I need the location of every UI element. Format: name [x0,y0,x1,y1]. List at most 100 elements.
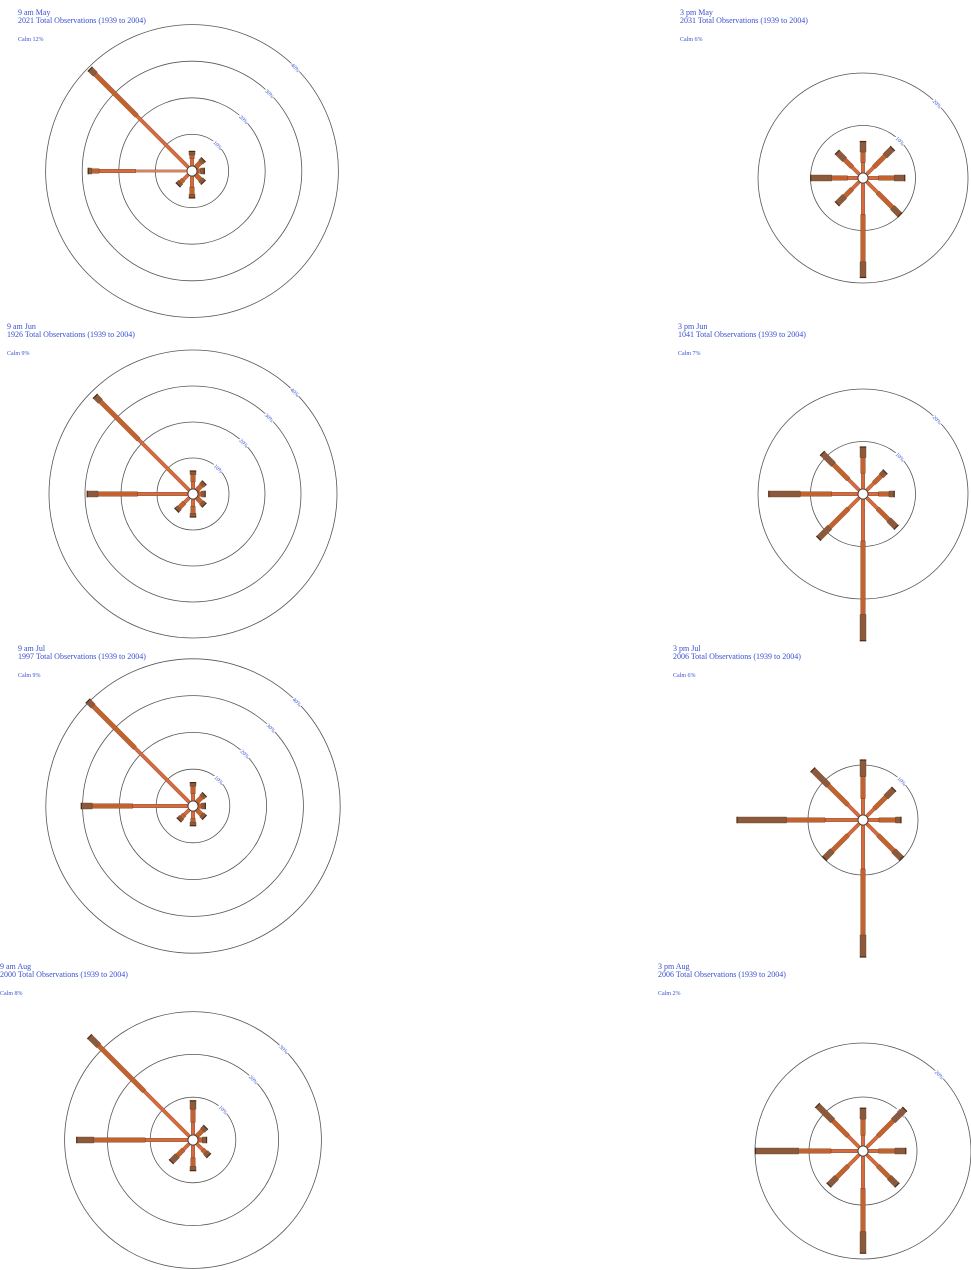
chart-title-line1: 3 pm Jun [678,322,708,331]
ring-circle [64,1011,322,1269]
chart-title: 3 pm Aug 2006 Total Observations (1939 to… [658,963,786,979]
spoke-cap [200,179,207,186]
chart-title: 3 pm Jun 1041 Total Observations (1939 to… [678,323,806,339]
chart-title-line2: 2000 Total Observations (1939 to 2004) [0,970,128,979]
spoke-segment [876,1164,892,1180]
spoke-segment [830,1149,859,1153]
chart-title-line1: 3 pm May [680,8,713,17]
spoke-cap [92,393,99,400]
spoke-segment [798,1148,832,1154]
chart-title-line2: 1997 Total Observations (1939 to 2004) [18,652,146,661]
ring-label-bg [287,388,302,397]
chart-title: 9 am Jul 1997 Total Observations (1939 to… [18,645,146,661]
spoke-cap [894,1182,900,1188]
ring-label-bg [930,415,945,424]
chart-title: 9 am Jun 1926 Total Observations (1939 to… [7,323,135,339]
chart-title-line2: 1041 Total Observations (1939 to 2004) [678,330,806,339]
spoke-segment [846,1153,861,1168]
ring-label: 20% [239,749,251,761]
ring-label-bg [238,749,253,758]
spoke-cap [810,767,816,773]
ring-label: 40% [288,387,300,399]
spoke-segment [859,1107,867,1120]
calm-label: Calm 6% [673,673,696,679]
ring-label: 10% [217,1105,229,1117]
spoke-cap [898,855,905,862]
ring-label-bg [288,63,303,72]
ring-label-bg [893,452,908,461]
chart-title: 9 am Aug 2000 Total Observations (1939 to… [0,963,128,979]
ring-label: 30% [265,723,277,735]
spoke-cap [87,66,93,72]
spoke-segment [861,1155,865,1189]
spoke-cap [834,149,840,155]
chart-title-line2: 2021 Total Observations (1939 to 2004) [18,16,146,25]
spoke-segment [861,1134,865,1147]
ring-label: 30% [277,1044,289,1056]
ring-label: 20% [933,1070,945,1082]
calm-circle [857,814,869,826]
ring-label: 30% [263,413,275,425]
spoke-cap [834,201,840,207]
spoke-segment [865,1134,880,1149]
calm-label: Calm 9% [7,351,30,357]
calm-circle [857,1145,869,1157]
chart-title-line1: 9 am May [18,8,51,17]
spoke-cap [819,450,826,457]
ring-label: 10% [211,140,223,152]
ring-label-bg [264,723,279,732]
chart-title: 9 am May 2021 Total Observations (1939 to… [18,9,146,25]
spoke-cap [202,1124,209,1131]
ring-label: 10% [213,775,225,787]
ring-circle [45,658,341,954]
chart-title-line2: 1926 Total Observations (1939 to 2004) [7,330,135,339]
ring-label: 20% [247,1074,259,1086]
spoke-cap [200,156,207,163]
spoke-cap [814,1102,821,1109]
ring-circle [45,24,339,318]
spoke-cap [201,791,208,798]
calm-circle [187,488,199,500]
spoke-cap [901,1106,908,1113]
spoke-cap [826,1182,832,1188]
spoke-segment [846,1134,861,1149]
spoke-cap [897,212,903,218]
ring-label: 20% [237,114,249,126]
spoke-segment [830,1118,850,1138]
ring-label-bg [211,464,226,473]
spoke-cap [205,1152,212,1159]
spoke-segment [876,1118,896,1138]
spoke-segment [834,1164,850,1180]
ring-label-bg [246,1075,261,1084]
calm-label: Calm 8% [0,991,23,997]
ring-label: 40% [289,62,301,74]
calm-label: Calm 2% [658,991,681,997]
calm-label: Calm 7% [678,351,701,357]
spoke-cap [891,786,897,792]
chart-title-line1: 3 pm Aug [658,962,690,971]
ring-label-bg [262,413,277,422]
calm-circle [857,488,869,500]
ring-label-bg [236,115,251,124]
calm-circle [187,1134,199,1146]
spoke-cap [893,524,899,530]
ring-label-bg [236,439,251,448]
ring-label: 10% [895,776,907,788]
ring-label-bg [894,777,909,786]
ring-label-bg [212,775,227,784]
chart-title-line2: 2006 Total Observations (1939 to 2004) [673,652,801,661]
ring-label-bg [290,697,305,706]
spoke-cap [201,814,208,821]
chart-title-line1: 9 am Aug [0,962,32,971]
spoke-cap [889,145,896,152]
chart-title: 3 pm Jul 2006 Total Observations (1939 to… [673,645,801,661]
spoke-cap [175,182,181,188]
spoke-cap [174,507,180,513]
chart-title-line1: 3 pm Jul [673,644,701,653]
calm-circle [187,800,199,812]
ring-label-bg [276,1045,291,1054]
